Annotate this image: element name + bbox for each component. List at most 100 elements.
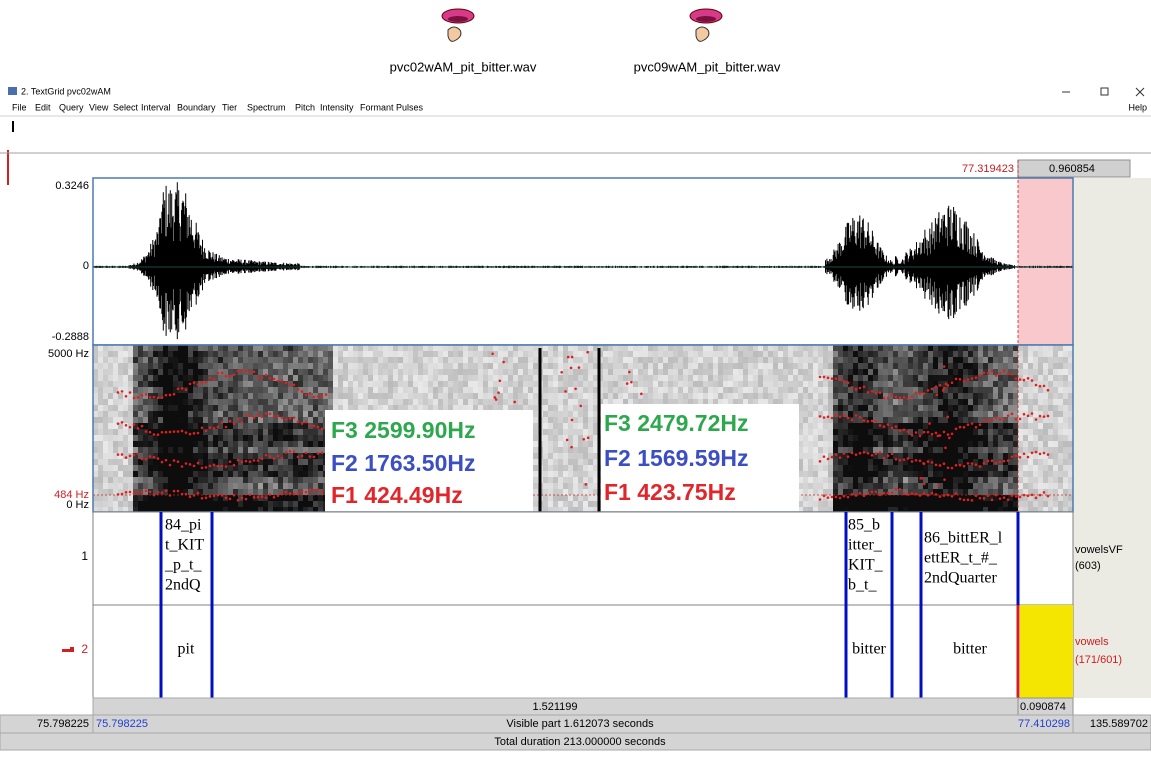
menu-item[interactable]: Query <box>59 102 84 112</box>
spectrogram-cell <box>583 417 588 423</box>
spectrogram-cell <box>403 369 408 375</box>
menu-item[interactable]: Boundary <box>177 102 216 112</box>
spectrogram-cell <box>928 453 933 459</box>
spectrogram-cell <box>483 399 488 405</box>
spectrogram-cell <box>968 489 973 495</box>
menu-item[interactable]: View <box>89 102 109 112</box>
spectrogram-cell <box>638 351 643 357</box>
spectrogram-cell <box>243 423 248 429</box>
spectrogram-cell <box>208 387 213 393</box>
spectrogram-cell <box>243 447 248 453</box>
spectrogram-cell <box>113 507 118 513</box>
spectrogram-cell <box>948 393 953 399</box>
spectrogram-cell <box>413 375 418 381</box>
spectrogram-cell <box>973 453 978 459</box>
menu-item[interactable]: Select <box>113 102 139 112</box>
menu-item[interactable]: Formant <box>360 102 394 112</box>
spectrogram-cell <box>528 363 533 369</box>
spectrogram-cell <box>258 489 263 495</box>
spectrogram-cell <box>143 411 148 417</box>
menu-item[interactable]: Pitch <box>295 102 315 112</box>
spectrogram-cell <box>578 351 583 357</box>
spectrogram-cell <box>933 345 938 351</box>
duration-box[interactable] <box>1017 159 1131 178</box>
spectrogram-cell <box>928 471 933 477</box>
spectrogram-cell <box>733 393 738 399</box>
spectrogram-cell <box>808 387 813 393</box>
menu-item[interactable]: Tier <box>222 102 237 112</box>
spectrogram-cell <box>848 465 853 471</box>
spectrogram-cell <box>868 369 873 375</box>
spectrogram-cell <box>213 459 218 465</box>
spectrogram-cell <box>353 369 358 375</box>
text-area[interactable] <box>0 117 1151 153</box>
spectrogram-cell <box>103 387 108 393</box>
spectrogram-cell <box>848 507 853 513</box>
spectrogram-cell <box>183 381 188 387</box>
spectrogram-cell <box>183 345 188 351</box>
spectrogram-cell <box>188 501 193 507</box>
spectrogram-cell <box>788 345 793 351</box>
spectrogram-cell <box>218 417 223 423</box>
icon-label[interactable]: pvc09wAM_pit_bitter.wav <box>634 59 781 74</box>
spectrogram-cell <box>893 447 898 453</box>
menu-item[interactable]: Help <box>1128 102 1147 112</box>
spectrogram-cell <box>243 441 248 447</box>
spectrogram-cell <box>278 429 283 435</box>
spectrogram-cell <box>833 351 838 357</box>
spectrogram-cell <box>688 345 693 351</box>
spectrogram[interactable] <box>93 345 1073 513</box>
spectrogram-cell <box>113 453 118 459</box>
spectrogram-cell <box>108 363 113 369</box>
spectrogram-cell <box>973 441 978 447</box>
icon-label[interactable]: pvc02wAM_pit_bitter.wav <box>390 59 537 74</box>
spectrogram-cell <box>553 429 558 435</box>
menu-item[interactable]: Edit <box>35 102 51 112</box>
spectrogram-cell <box>833 465 838 471</box>
spectrogram-cell <box>93 357 98 363</box>
menu-item[interactable]: Interval <box>141 102 171 112</box>
spectrogram-cell <box>858 381 863 387</box>
spectrogram-cell <box>283 465 288 471</box>
spectrogram-cell <box>563 477 568 483</box>
menu-item[interactable]: Intensity <box>320 102 354 112</box>
spectrogram-cell <box>103 351 108 357</box>
sound-icon[interactable] <box>441 8 475 42</box>
spectrogram-cell <box>738 369 743 375</box>
close-button[interactable] <box>1135 87 1145 97</box>
spectrogram-cell <box>693 351 698 357</box>
spectrogram-cell <box>718 363 723 369</box>
spectrogram-cell <box>878 447 883 453</box>
spectrogram-cell <box>758 393 763 399</box>
spectrogram-cell <box>153 471 158 477</box>
spectrogram-cell <box>93 375 98 381</box>
spectrogram-cell <box>168 459 173 465</box>
spectrogram-cell <box>573 351 578 357</box>
spectrogram-cell <box>203 345 208 351</box>
spectrogram-cell <box>213 477 218 483</box>
spectrogram-cell <box>808 435 813 441</box>
menu-item[interactable]: File <box>12 102 27 112</box>
menu-item[interactable]: Spectrum <box>247 102 286 112</box>
spectrogram-cell <box>343 399 348 405</box>
restore-button[interactable] <box>1100 87 1109 96</box>
spectrogram-cell <box>758 381 763 387</box>
spectrogram-cell <box>428 381 433 387</box>
spectrogram-cell <box>133 369 138 375</box>
menu-item[interactable]: Pulses <box>396 102 424 112</box>
spectrogram-cell <box>278 399 283 405</box>
spectrogram-cell <box>383 351 388 357</box>
spectrogram-cell <box>143 375 148 381</box>
spectrogram-cell <box>548 447 553 453</box>
spectrogram-cell <box>688 375 693 381</box>
spectrogram-cell <box>818 465 823 471</box>
spectrogram-cell <box>563 345 568 351</box>
spectrogram-cell <box>513 351 518 357</box>
sound-icon[interactable] <box>689 8 723 42</box>
spectrogram-cell <box>573 375 578 381</box>
spectrogram-cell <box>223 453 228 459</box>
spectrogram-cell <box>288 483 293 489</box>
spectrogram-cell <box>883 363 888 369</box>
spectrogram-cell <box>638 393 643 399</box>
spectrogram-cell <box>883 351 888 357</box>
